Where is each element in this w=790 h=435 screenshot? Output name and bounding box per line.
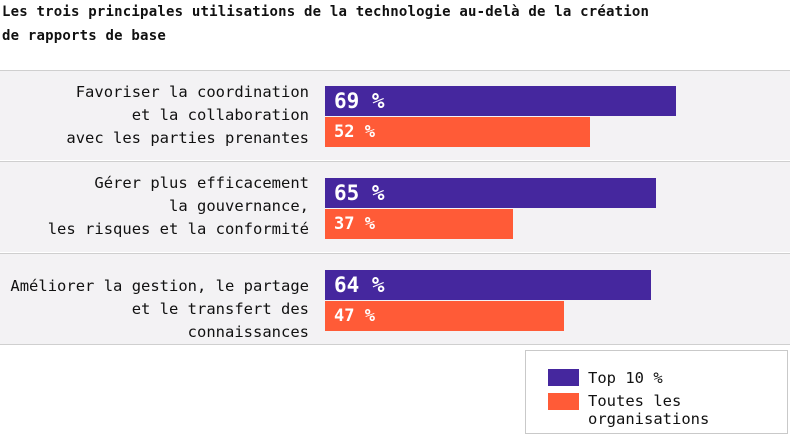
bar-top10-3 [325,270,651,300]
band-divider [0,253,790,254]
bar-top10-1 [325,86,676,116]
chart-legend: Top 10 % Toutes les organisations [525,350,788,434]
chart-plot-area: Favoriser la coordination et la collabor… [0,70,790,345]
legend-swatch-top10 [548,369,579,386]
category-label-coordination: Favoriser la coordination et la collabor… [66,83,309,147]
bar-all-3 [325,301,564,331]
bar-value-label-all-2: 37 % [334,214,375,234]
bar-all-2 [325,209,513,239]
bar-top10-2 [325,178,656,208]
legend-label-all: Toutes les organisations [588,392,710,428]
category-label-connaissances: Améliorer la gestion, le partage et le t… [10,277,309,341]
bar-value-label-all-3: 47 % [334,306,375,326]
band-divider [0,344,790,345]
bar-value-label-top10-1: 69 % [334,89,385,113]
legend-swatch-all [548,393,579,410]
band-divider [0,161,790,162]
band-divider [0,70,790,71]
bar-all-1 [325,117,590,147]
chart-title: Les trois principales utilisations de la… [2,4,650,44]
bar-value-label-top10-2: 65 % [334,181,385,205]
bar-value-label-top10-3: 64 % [334,273,385,297]
category-label-gouvernance: Gérer plus efficacement la gouvernance, … [47,174,309,238]
legend-label-top10: Top 10 % [588,369,663,387]
bar-value-label-all-1: 52 % [334,122,375,142]
